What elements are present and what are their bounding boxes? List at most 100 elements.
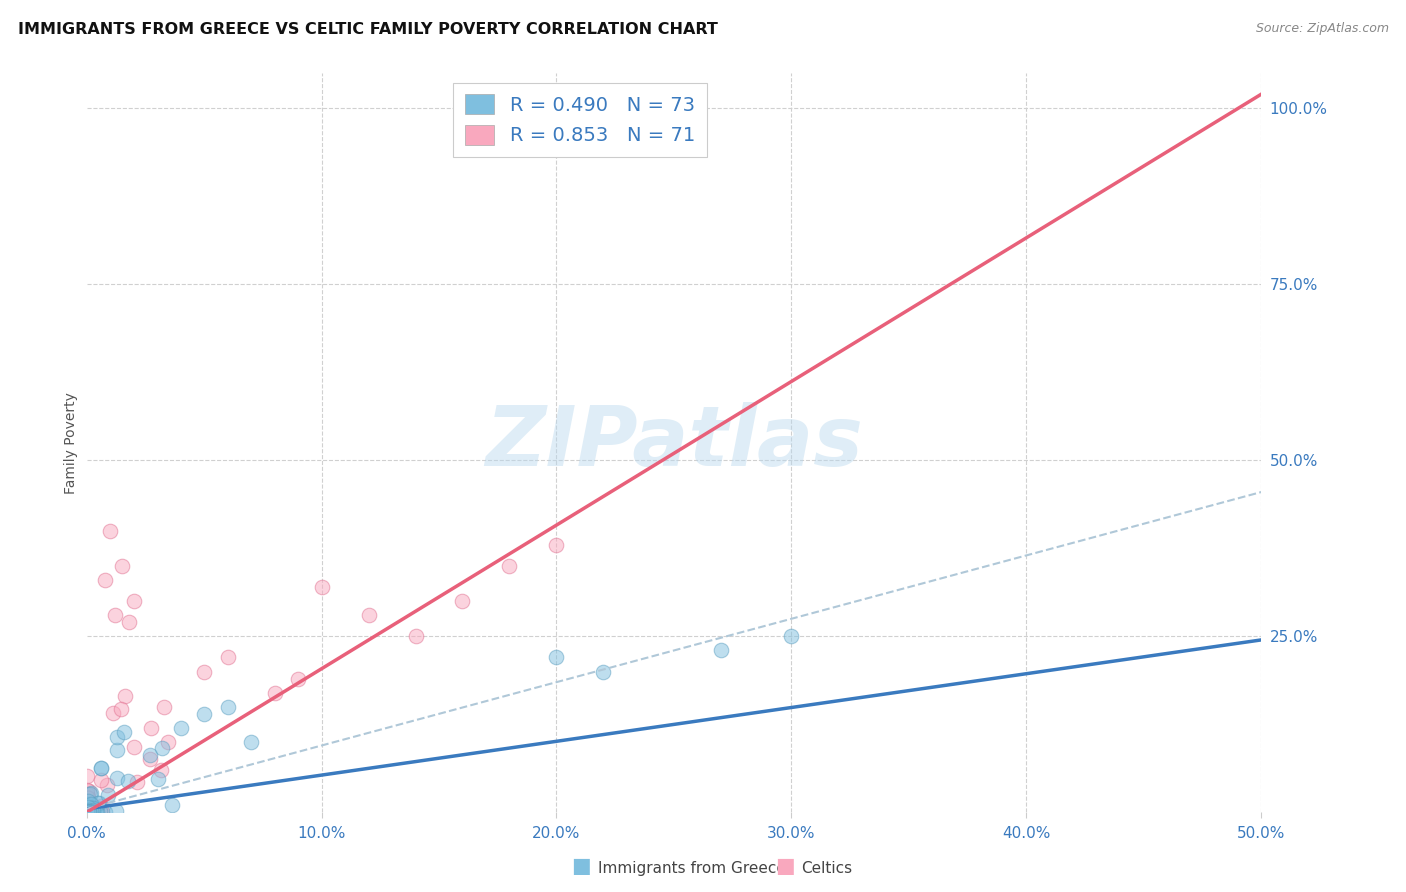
Point — [76, 805, 98, 820]
Point — [83, 805, 105, 819]
Point — [592, 665, 614, 679]
Point — [90, 772, 112, 787]
Point — [76, 805, 98, 819]
Point — [451, 594, 474, 608]
Point — [117, 773, 139, 788]
Point — [146, 772, 169, 786]
Point — [169, 721, 191, 735]
Point — [77, 805, 100, 820]
Point — [124, 740, 146, 755]
Point — [89, 804, 111, 818]
Point — [76, 801, 98, 815]
Point — [77, 797, 100, 811]
Point — [76, 797, 98, 812]
Point — [77, 805, 100, 819]
Point — [90, 761, 112, 775]
Text: ZIPatlas: ZIPatlas — [485, 402, 863, 483]
Point — [77, 803, 100, 817]
Point — [94, 805, 117, 820]
Point — [76, 802, 98, 816]
Point — [79, 786, 101, 800]
Point — [122, 594, 145, 608]
Point — [76, 805, 98, 819]
Point — [83, 803, 105, 817]
Text: ■: ■ — [571, 856, 591, 876]
Point — [76, 805, 98, 819]
Point — [76, 805, 98, 820]
Point — [76, 804, 98, 818]
Point — [149, 764, 172, 778]
Text: ■: ■ — [775, 856, 794, 876]
Point — [76, 802, 98, 816]
Point — [263, 686, 285, 700]
Point — [76, 805, 98, 820]
Point — [90, 798, 112, 813]
Point — [79, 787, 101, 801]
Point — [76, 805, 98, 820]
Point — [780, 629, 803, 643]
Point — [153, 700, 176, 714]
Point — [139, 752, 162, 766]
Point — [112, 725, 135, 739]
Point — [157, 735, 180, 749]
Point — [96, 778, 118, 792]
Point — [77, 793, 100, 807]
Point — [160, 798, 183, 813]
Point — [80, 805, 103, 819]
Point — [141, 721, 163, 735]
Point — [76, 794, 98, 808]
Point — [76, 801, 98, 815]
Point — [77, 791, 100, 805]
Point — [287, 672, 309, 686]
Point — [76, 805, 98, 820]
Point — [80, 804, 103, 818]
Point — [76, 803, 98, 817]
Point — [90, 760, 112, 774]
Point — [76, 805, 98, 820]
Y-axis label: Family Poverty: Family Poverty — [65, 392, 79, 493]
Point — [240, 735, 263, 749]
Point — [90, 805, 112, 820]
Point — [76, 805, 98, 819]
Point — [80, 797, 103, 811]
Point — [84, 805, 107, 820]
Text: IMMIGRANTS FROM GREECE VS CELTIC FAMILY POVERTY CORRELATION CHART: IMMIGRANTS FROM GREECE VS CELTIC FAMILY … — [18, 22, 718, 37]
Point — [546, 538, 568, 552]
Point — [498, 558, 520, 573]
Point — [217, 699, 239, 714]
Point — [77, 797, 100, 812]
Point — [76, 798, 98, 813]
Legend: R = 0.490   N = 73, R = 0.853   N = 71: R = 0.490 N = 73, R = 0.853 N = 71 — [453, 83, 707, 157]
Point — [103, 706, 125, 721]
Point — [138, 748, 160, 763]
Point — [546, 650, 568, 665]
Point — [111, 558, 134, 573]
Point — [76, 769, 98, 783]
Point — [80, 805, 103, 819]
Point — [76, 801, 98, 815]
Point — [77, 805, 100, 820]
Point — [77, 805, 100, 819]
Point — [76, 805, 98, 819]
Point — [89, 805, 111, 819]
Point — [80, 802, 103, 816]
Point — [87, 796, 110, 810]
Point — [77, 805, 100, 819]
Point — [76, 805, 98, 820]
Point — [76, 805, 98, 820]
Point — [76, 799, 98, 814]
Point — [79, 804, 101, 818]
Point — [127, 774, 149, 789]
Point — [105, 742, 128, 756]
Point — [405, 629, 427, 643]
Point — [80, 804, 103, 818]
Point — [76, 805, 98, 820]
Point — [80, 802, 103, 816]
Point — [76, 805, 98, 819]
Text: Celtics: Celtics — [801, 861, 852, 876]
Point — [193, 665, 215, 679]
Point — [76, 805, 98, 820]
Point — [97, 788, 120, 802]
Point — [79, 805, 101, 820]
Point — [76, 782, 98, 797]
